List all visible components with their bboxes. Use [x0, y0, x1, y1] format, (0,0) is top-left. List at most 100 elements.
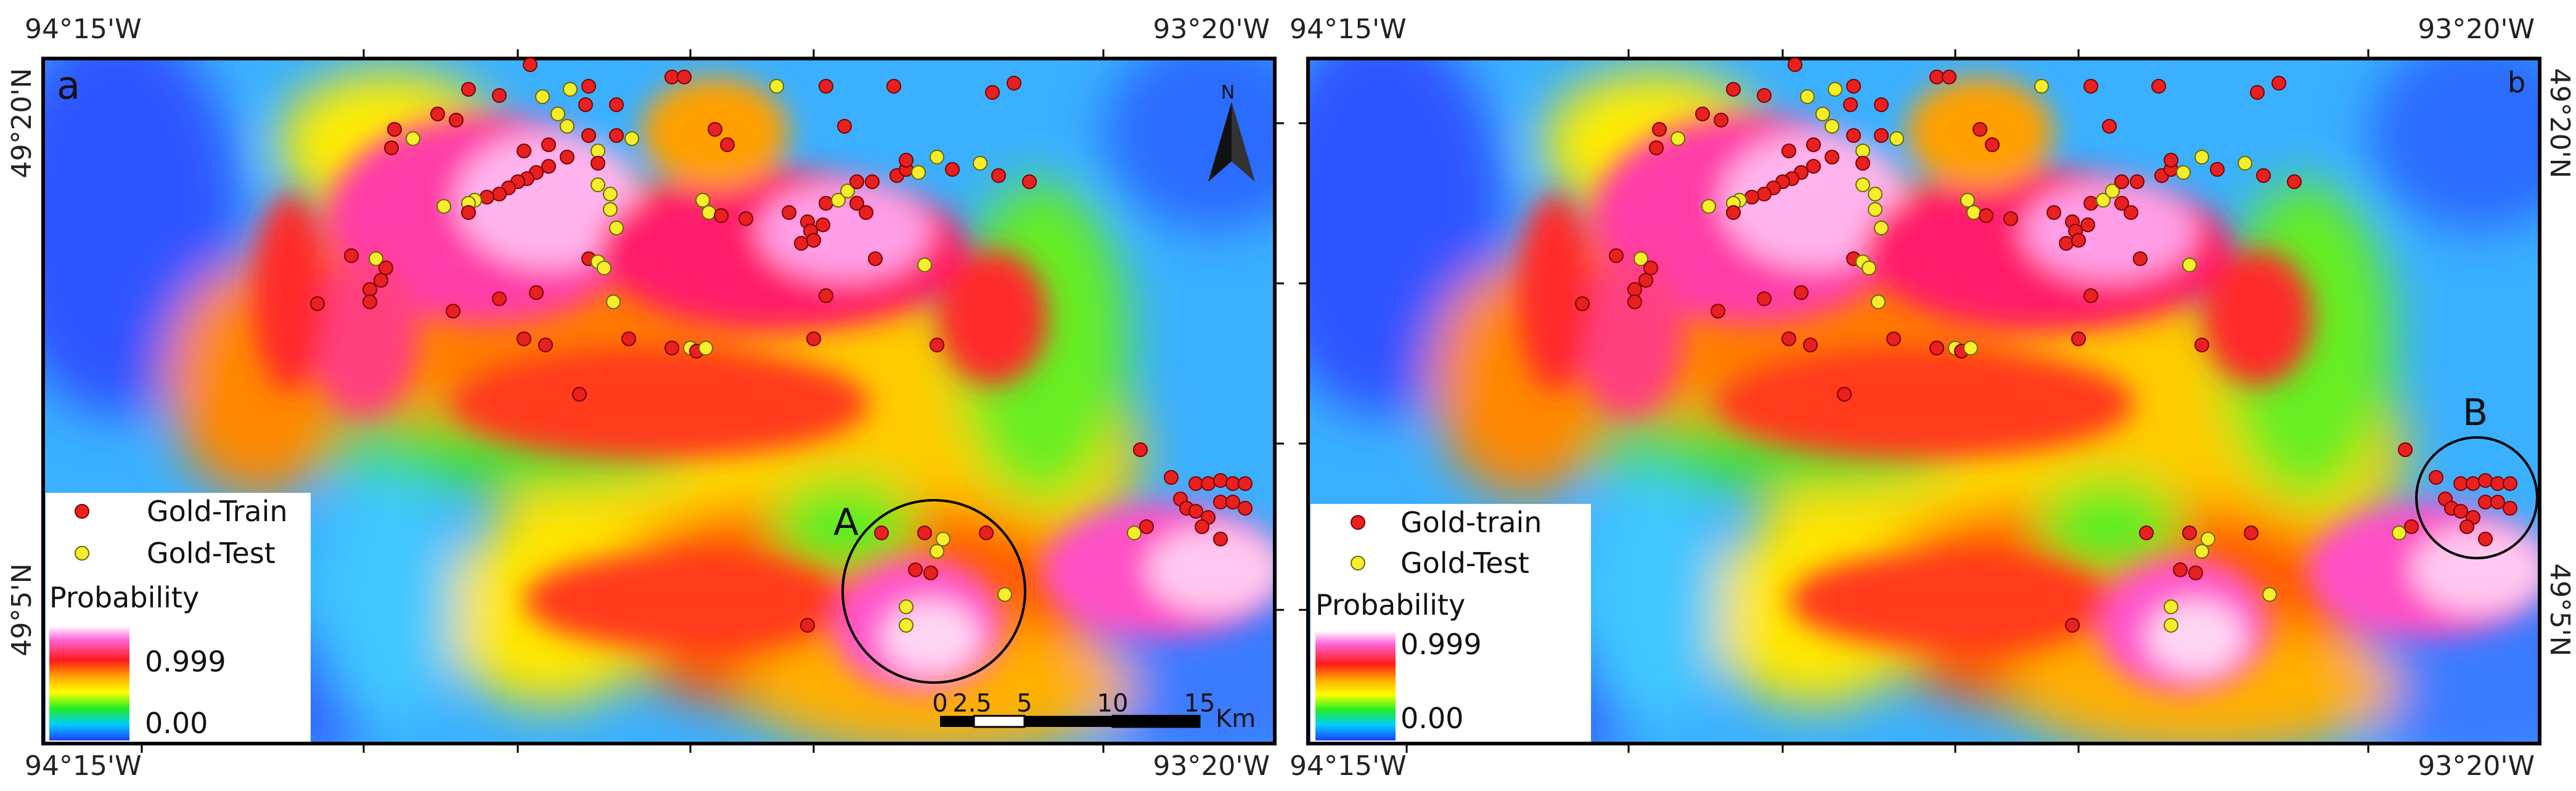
gold-train-point — [819, 196, 833, 211]
gold-test-point — [917, 258, 932, 272]
gold-train-point — [581, 79, 596, 94]
gold-train-point — [2503, 476, 2517, 491]
gold-train-point — [344, 248, 359, 263]
gold-train-point — [2133, 251, 2148, 266]
gold-train-point — [1757, 291, 1772, 306]
legend-train-marker — [75, 504, 89, 519]
gold-test-point — [973, 156, 987, 171]
gold-train-point — [1139, 519, 1154, 534]
scale-tick-10: 10 — [1097, 689, 1129, 718]
map-frame — [1306, 57, 2541, 745]
gold-test-point — [2164, 599, 2178, 614]
scale-tick-15: 15 — [1184, 689, 1216, 718]
gold-train-point — [849, 174, 864, 189]
legend-train-label: Gold-Train — [147, 495, 288, 528]
gold-test-point — [831, 193, 846, 208]
gold-train-point — [2503, 501, 2517, 516]
gold-train-point — [2287, 174, 2302, 189]
coord-bottom-right: 93°20'W — [2418, 750, 2535, 782]
gold-train-point — [2194, 338, 2209, 352]
gold-train-point — [1627, 294, 1642, 309]
legend-max: 0.999 — [1400, 628, 1482, 661]
gold-train-point — [664, 70, 679, 84]
gold-train-point — [816, 217, 830, 232]
gold-test-point — [1874, 221, 1889, 235]
gold-train-point — [1985, 137, 2000, 152]
legend-colorbar — [1315, 631, 1396, 740]
gold-train-point — [480, 190, 494, 205]
gold-train-point — [2398, 442, 2413, 457]
gold-train-point — [1781, 144, 1796, 158]
gold-test-point — [2176, 165, 2191, 180]
gold-train-point — [1195, 519, 1209, 534]
gold-train-point — [1855, 156, 1870, 171]
legend-title: Probability — [49, 581, 199, 614]
gold-train-point — [2453, 504, 2468, 519]
gold-test-point — [695, 193, 710, 208]
gold-test-point — [698, 341, 713, 355]
gold-train-point — [806, 233, 821, 248]
gold-test-point — [2194, 544, 2209, 559]
coord-left-top: 49°20'N — [6, 68, 38, 179]
gold-train-point — [806, 331, 821, 346]
gold-train-point — [930, 338, 944, 352]
gold-test-point — [550, 107, 565, 121]
gold-test-point — [1966, 205, 1981, 220]
gold-train-point — [1973, 122, 1987, 137]
legend-test-label: Gold-Test — [1400, 546, 1529, 580]
gold-train-point — [461, 205, 476, 220]
gold-train-point — [2164, 153, 2178, 168]
gold-train-point — [2478, 495, 2493, 509]
scale-bar: 0 2.5 5 10 15 Km — [932, 689, 1256, 733]
gold-train-point — [2182, 525, 2197, 540]
legend-train-marker — [1351, 515, 1365, 530]
gold-train-point — [1022, 174, 1037, 189]
gold-test-point — [1889, 131, 1904, 146]
gold-train-point — [1695, 107, 1710, 121]
gold-train-point — [1201, 476, 1216, 491]
gold-train-point — [1886, 331, 1901, 346]
gold-train-point — [1649, 140, 1664, 155]
panel-letter: b — [2508, 66, 2525, 99]
gold-test-point — [406, 131, 420, 146]
gold-train-point — [794, 236, 809, 251]
gold-train-point — [538, 338, 553, 352]
gold-train-point — [819, 79, 833, 94]
gold-test-point — [436, 199, 451, 214]
gold-test-point — [899, 618, 914, 633]
gold-train-point — [2003, 211, 2018, 226]
gold-test-point — [936, 532, 951, 546]
legend: Gold-train Gold-Test Probability 0.999 0… — [1310, 504, 1591, 742]
gold-train-point — [362, 282, 377, 297]
gold-train-point — [1825, 150, 1839, 164]
legend-title: Probability — [1315, 588, 1465, 622]
legend-test-marker — [1351, 556, 1365, 570]
gold-train-point — [738, 211, 753, 226]
gold-train-point — [886, 79, 901, 94]
map-ticks — [141, 49, 1284, 753]
legend-min: 0.00 — [145, 707, 208, 740]
gold-test-point — [603, 202, 618, 217]
gold-train-point — [1806, 137, 1821, 152]
gold-train-point — [541, 137, 556, 152]
gold-test-point — [1855, 177, 1870, 192]
gold-train-point — [578, 97, 593, 112]
north-arrow-icon — [1208, 102, 1232, 182]
gold-test-point — [769, 79, 784, 94]
gold-train-point — [979, 525, 994, 540]
gold-test-point — [369, 251, 383, 266]
gold-train-point — [2124, 205, 2138, 220]
gold-train-point — [708, 122, 722, 137]
gold-train-point — [492, 291, 507, 306]
gold-test-point — [930, 544, 944, 559]
gold-test-point — [1670, 131, 1685, 146]
circle-b: B — [2415, 391, 2538, 559]
coord-top-right: 93°20'W — [2418, 14, 2535, 45]
gold-train-point — [523, 57, 538, 72]
map-ticks — [1299, 49, 2370, 753]
panel-letter: a — [57, 63, 80, 108]
gold-test-point — [1800, 89, 1815, 104]
gold-train-point — [1575, 296, 1590, 311]
gold-train-point — [1133, 442, 1148, 457]
gold-test-point — [2105, 184, 2120, 198]
